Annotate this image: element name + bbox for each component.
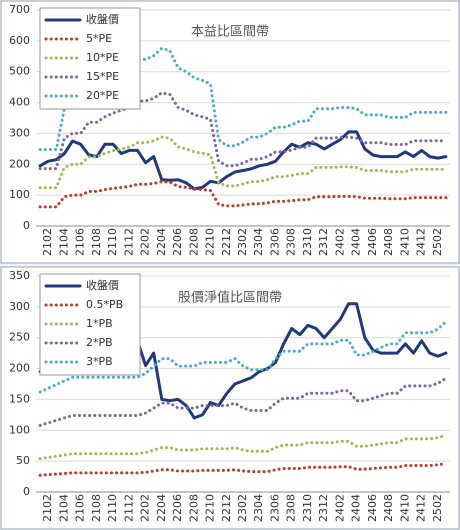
x-tick-label: 2310 [301, 494, 314, 522]
x-tick-label: 2202 [139, 494, 152, 522]
y-tick-label: 400 [9, 96, 30, 109]
series-line [38, 462, 448, 477]
legend-label: 1*PB [86, 317, 113, 330]
x-tick-label: 2210 [204, 228, 217, 256]
x-tick-label: 2302 [236, 494, 249, 522]
x-tick-label: 2202 [139, 228, 152, 256]
x-tick-label: 2308 [285, 494, 298, 522]
series-line [38, 130, 448, 191]
x-tick-label: 2406 [366, 228, 379, 256]
legend-label: 15*PE [86, 70, 119, 83]
chart-title: 本益比區間帶 [191, 25, 269, 40]
x-tick-label: 2304 [252, 494, 265, 522]
x-tick-label: 2308 [285, 228, 298, 256]
x-tick-label: 2408 [382, 494, 395, 522]
y-tick-label: 200 [9, 362, 30, 375]
x-tick-label: 2204 [155, 494, 168, 522]
y-tick-label: 100 [9, 423, 30, 436]
x-tick-label: 2412 [415, 494, 428, 522]
y-tick-label: 250 [9, 331, 30, 344]
x-tick-label: 2106 [74, 228, 87, 256]
series-line [38, 320, 448, 394]
legend-label: 5*PE [86, 32, 112, 45]
chart-title: 股價淨值比區間帶 [178, 290, 282, 306]
x-tick-label: 2102 [41, 228, 54, 256]
series-line [38, 91, 448, 171]
x-tick-label: 2212 [220, 494, 233, 522]
x-tick-label: 2408 [382, 228, 395, 256]
x-tick-label: 2402 [333, 494, 346, 522]
x-tick-label: 2108 [90, 494, 103, 522]
x-tick-label: 2110 [106, 228, 119, 256]
x-tick-label: 2104 [57, 494, 70, 522]
series-line [38, 135, 448, 190]
x-tick-label: 2206 [171, 228, 184, 256]
x-tick-label: 2502 [431, 228, 444, 256]
x-tick-label: 2404 [350, 228, 363, 256]
x-tick-label: 2502 [431, 494, 444, 522]
x-tick-label: 2208 [187, 228, 200, 256]
legend-label: 收盤價 [86, 278, 119, 292]
series-line [38, 46, 448, 151]
x-tick-label: 2204 [155, 228, 168, 256]
y-tick-label: 500 [9, 65, 30, 78]
y-tick-label: 350 [9, 269, 30, 282]
x-tick-label: 2206 [171, 494, 184, 522]
legend-label: 收盤價 [86, 12, 119, 26]
x-tick-label: 2310 [301, 228, 314, 256]
y-tick-label: 300 [9, 300, 30, 313]
y-tick-label: 700 [9, 3, 30, 16]
series-line [38, 433, 448, 461]
x-tick-label: 2210 [204, 494, 217, 522]
x-tick-label: 2410 [398, 228, 411, 256]
x-tick-label: 2108 [90, 228, 103, 256]
x-tick-label: 2302 [236, 228, 249, 256]
legend-label: 20*PE [86, 89, 119, 102]
y-tick-label: 100 [9, 188, 30, 201]
x-tick-label: 2112 [122, 494, 135, 522]
x-tick-label: 2410 [398, 494, 411, 522]
y-tick-label: 0 [23, 485, 30, 498]
legend-label: 0.5*PB [86, 298, 123, 311]
x-tick-label: 2104 [57, 228, 70, 256]
x-tick-label: 2312 [317, 494, 330, 522]
x-tick-label: 2412 [415, 228, 428, 256]
legend-label: 10*PE [86, 51, 119, 64]
legend-label: 2*PB [86, 336, 113, 349]
x-tick-label: 2112 [122, 228, 135, 256]
x-tick-label: 2208 [187, 494, 200, 522]
x-tick-label: 2102 [41, 494, 54, 522]
y-tick-label: 200 [9, 157, 30, 170]
x-tick-label: 2304 [252, 228, 265, 256]
y-tick-label: 600 [9, 34, 30, 47]
y-tick-label: 300 [9, 126, 30, 139]
x-tick-label: 2212 [220, 228, 233, 256]
x-tick-label: 2110 [106, 494, 119, 522]
x-tick-label: 2404 [350, 494, 363, 522]
y-tick-label: 0 [23, 219, 30, 232]
y-tick-label: 150 [9, 392, 30, 405]
series-line [38, 376, 448, 427]
x-tick-label: 2402 [333, 228, 346, 256]
x-tick-label: 2406 [366, 494, 379, 522]
x-tick-label: 2306 [268, 494, 281, 522]
series-line [38, 180, 448, 209]
y-tick-label: 50 [16, 454, 30, 467]
x-tick-label: 2312 [317, 228, 330, 256]
legend-label: 3*PB [86, 355, 113, 368]
x-tick-label: 2106 [74, 494, 87, 522]
x-tick-label: 2306 [268, 228, 281, 256]
